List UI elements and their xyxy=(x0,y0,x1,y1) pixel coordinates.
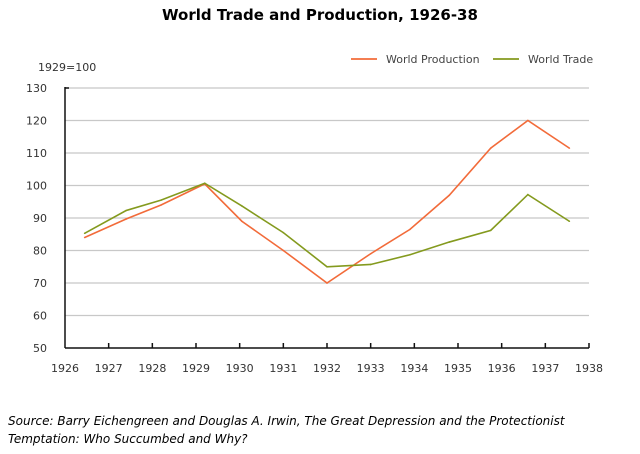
x-tick-label: 1928 xyxy=(138,362,166,375)
data-point xyxy=(409,228,411,231)
y-axis-label: 1929=100 xyxy=(38,61,96,74)
y-tick-label: 80 xyxy=(33,245,47,258)
data-point xyxy=(241,220,243,223)
x-tick-label: 1935 xyxy=(444,362,472,375)
data-point xyxy=(409,253,411,256)
x-tick-label: 1926 xyxy=(51,362,79,375)
data-point xyxy=(83,232,86,235)
y-tick-label: 100 xyxy=(26,180,47,193)
y-tick-label: 120 xyxy=(26,115,47,128)
data-point xyxy=(83,236,86,239)
y-tick-label: 50 xyxy=(33,342,47,355)
y-tick-label: 130 xyxy=(26,82,47,95)
x-tick-label: 1929 xyxy=(182,362,210,375)
data-point xyxy=(568,147,571,149)
chart-title: World Trade and Production, 1926-38 xyxy=(162,6,478,24)
data-point xyxy=(282,231,285,234)
data-point xyxy=(448,194,451,197)
y-tick-label: 90 xyxy=(33,212,47,225)
x-tick-label: 1938 xyxy=(575,362,603,375)
line-chart: 50 60 70 80 90 100 110 120 130 1926 1927 1928 1929 19… xyxy=(26,53,603,375)
legend-label: World Production xyxy=(386,53,480,66)
legend-label: World Trade xyxy=(528,53,593,66)
source-note: Source: Barry Eichengreen and Douglas A.… xyxy=(8,414,565,446)
data-point xyxy=(326,265,328,268)
data-point xyxy=(326,282,328,284)
data-point xyxy=(527,193,529,196)
x-tick-label: 1933 xyxy=(357,362,385,375)
y-tick-label: 110 xyxy=(26,147,47,160)
y-tick-label: 60 xyxy=(33,310,47,323)
data-point xyxy=(568,220,571,223)
x-tick-label: 1932 xyxy=(313,362,341,375)
data-point xyxy=(369,263,372,266)
y-tick-label: 70 xyxy=(33,277,47,290)
series-line-1 xyxy=(84,182,570,268)
data-point xyxy=(448,241,451,243)
data-point xyxy=(241,205,243,207)
data-point xyxy=(160,199,162,201)
x-tick-label: 1934 xyxy=(400,362,428,375)
x-tick-label: 1930 xyxy=(226,362,254,375)
data-point xyxy=(489,229,492,232)
data-point xyxy=(203,182,206,185)
data-point xyxy=(369,252,372,255)
x-tick-label: 1931 xyxy=(269,362,297,375)
x-tick-label: 1937 xyxy=(531,362,559,375)
data-point xyxy=(282,249,285,252)
data-point xyxy=(489,147,492,149)
x-tick-label: 1927 xyxy=(95,362,123,375)
data-point xyxy=(527,119,529,122)
data-point xyxy=(125,209,127,212)
data-point xyxy=(160,204,162,206)
x-tick-label: 1936 xyxy=(488,362,516,375)
data-point xyxy=(125,218,127,220)
